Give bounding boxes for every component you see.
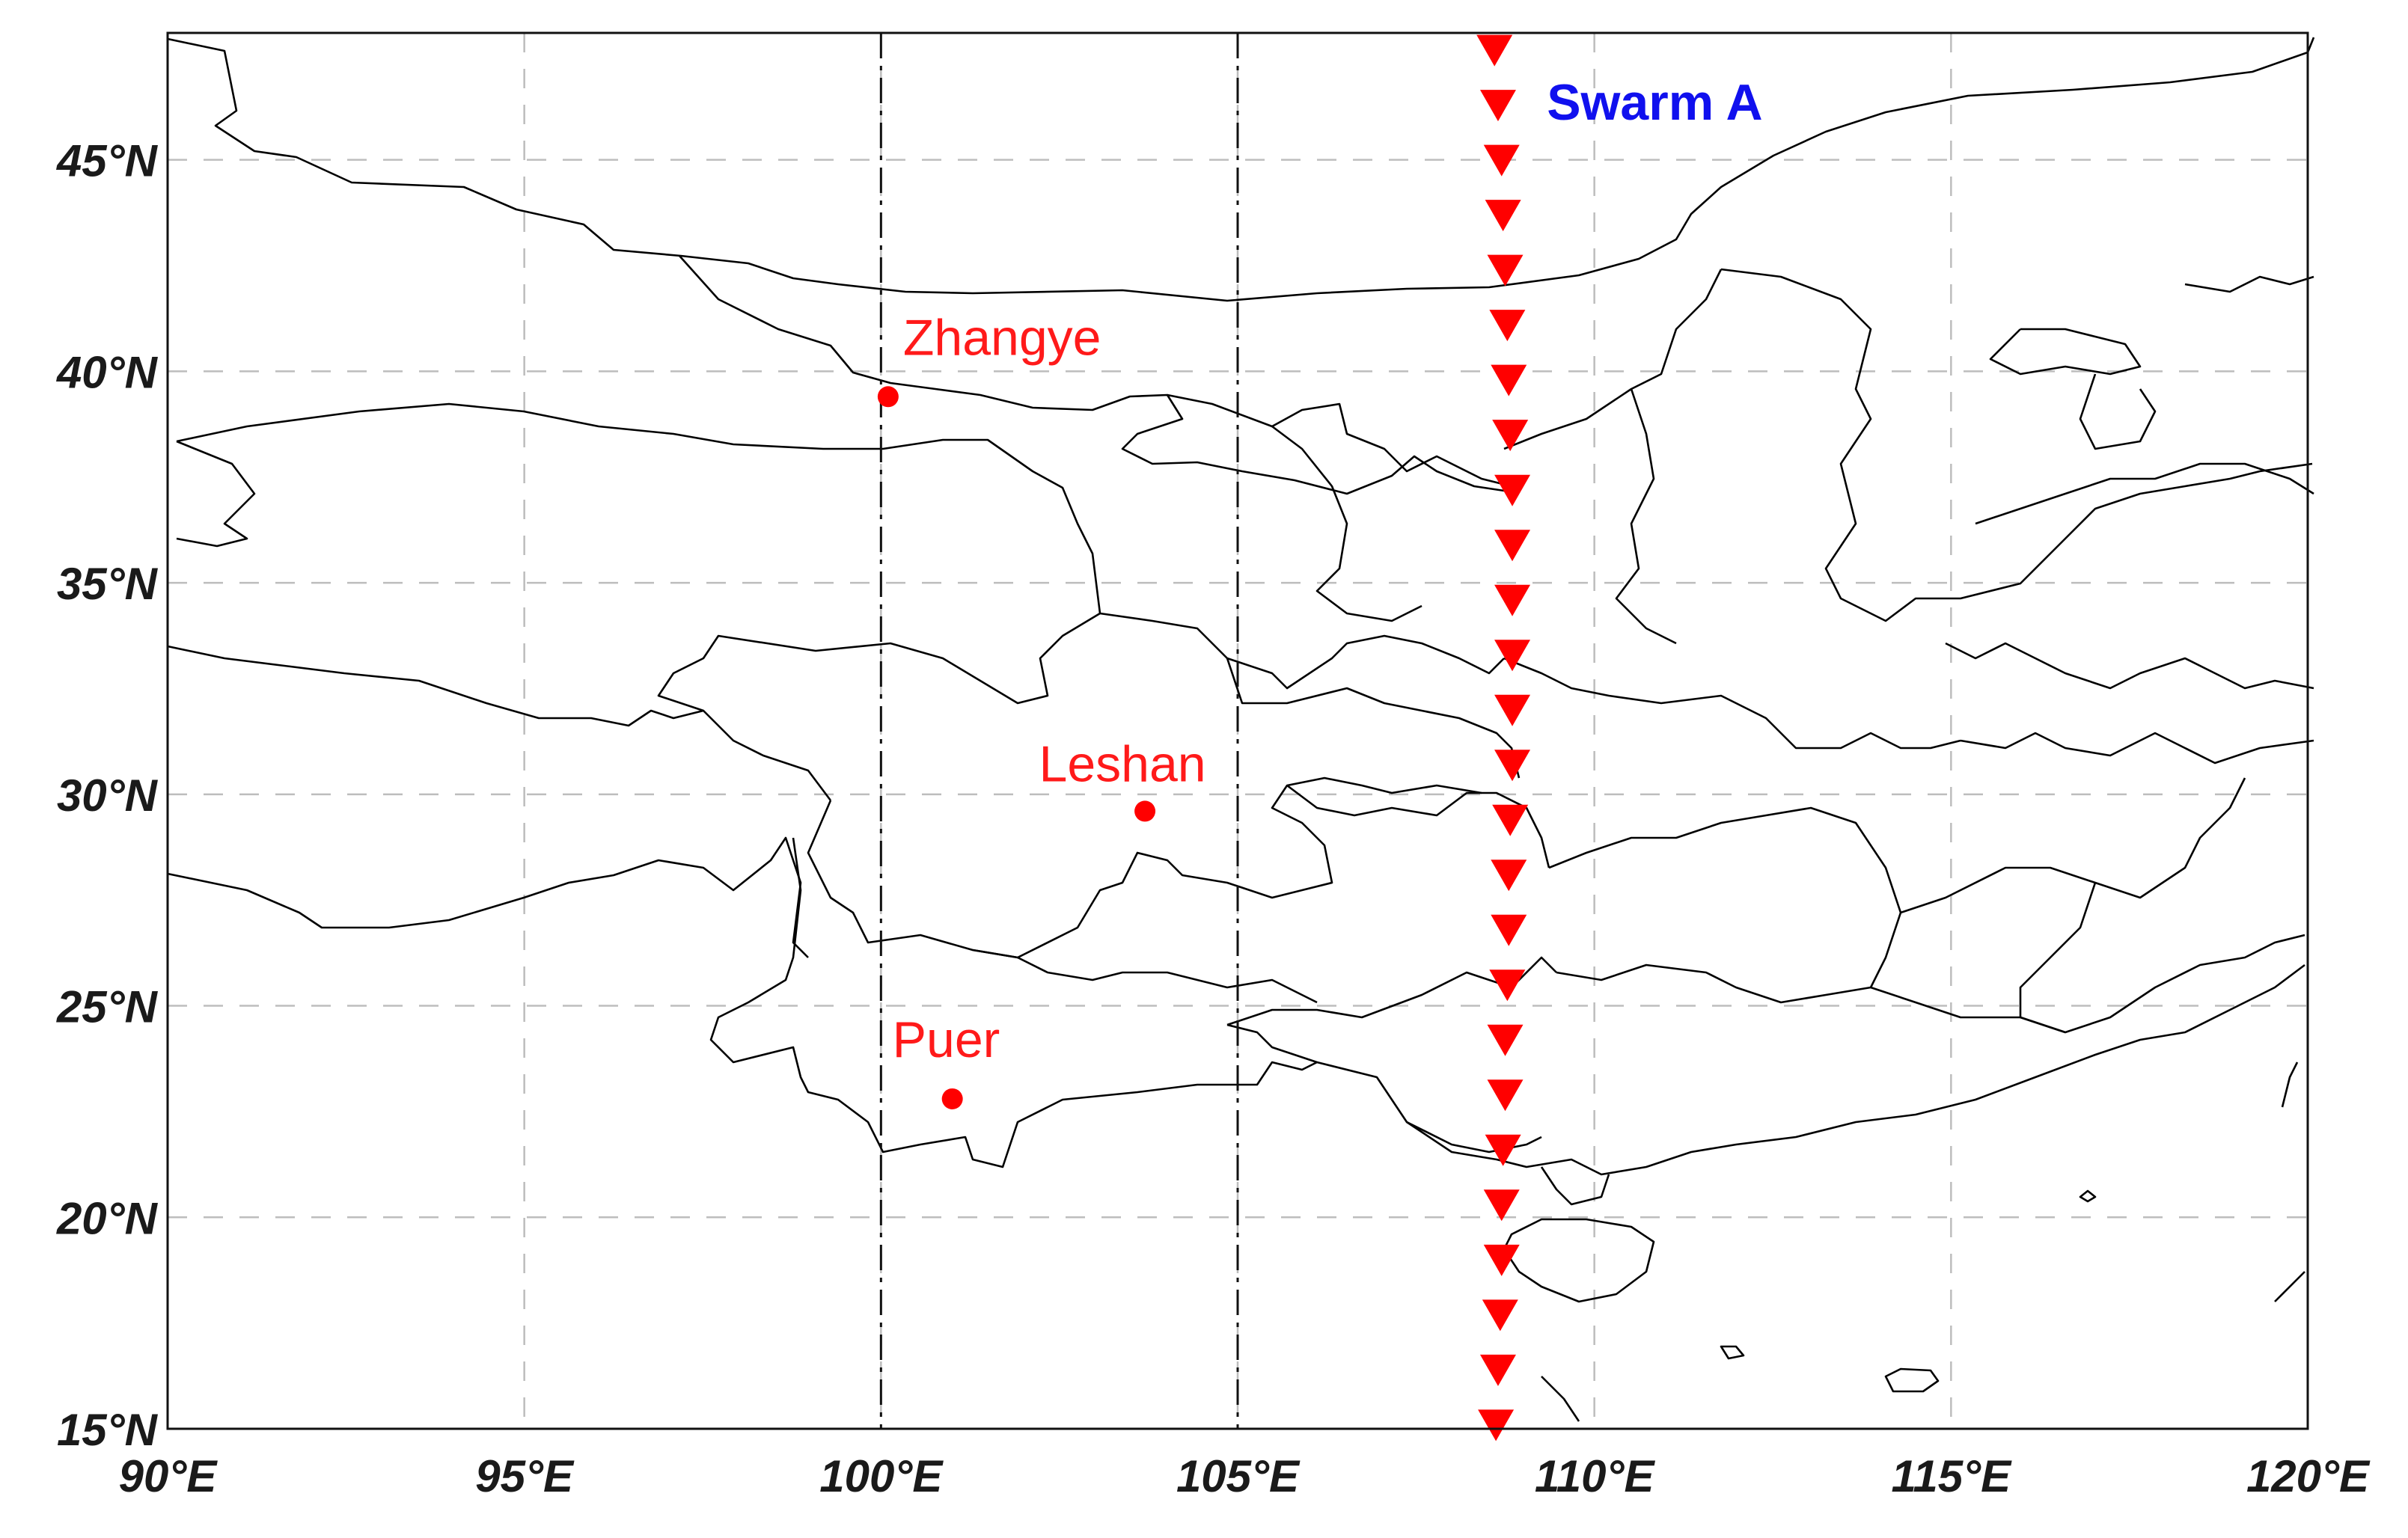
station-label: Puer: [893, 1011, 1000, 1068]
henan-shanxi: [1503, 269, 1723, 450]
beijing: [1989, 328, 2142, 376]
tianjin: [2079, 373, 2157, 450]
track-marker: [1491, 914, 1527, 946]
station-label: Leshan: [1039, 735, 1206, 792]
track-marker: [1479, 1354, 1516, 1386]
islet-2: [2079, 1189, 2097, 1203]
xinjiang-gansu-border: [679, 255, 1505, 495]
leizhou-peninsula: [1540, 1166, 1610, 1206]
stations: Zhangye Leshan Puer: [877, 309, 1206, 1109]
chongqing: [1286, 784, 1550, 868]
track-marker: [1487, 1079, 1524, 1112]
y-tick-label: 20°N: [56, 1193, 159, 1243]
x-tick-label: 120°E: [2246, 1451, 2371, 1501]
hainan-island: [1503, 1218, 1655, 1303]
track-marker: [1482, 1299, 1518, 1332]
track-marker: [1483, 144, 1520, 177]
track-marker: [1487, 254, 1524, 287]
track-marker: [1478, 1409, 1515, 1442]
y-tick-label: 15°N: [57, 1405, 159, 1455]
coast-stub: [2274, 1271, 2305, 1302]
liaoning: [2184, 275, 2314, 293]
track-marker: [1483, 1244, 1520, 1276]
gansu-sichuan: [1099, 612, 1505, 690]
track-marker: [1487, 1024, 1524, 1056]
track-marker: [1494, 584, 1531, 616]
track-marker: [1489, 969, 1526, 1002]
x-tick-label: 90°E: [119, 1451, 219, 1501]
shandong: [1975, 462, 2314, 525]
arc-stub: [1541, 1376, 1580, 1422]
shanxi-hebei: [1615, 388, 1677, 645]
islet-1: [1884, 1367, 1940, 1393]
tibet-border: [167, 645, 704, 727]
track-marker: [1491, 364, 1527, 396]
mongolia-border: [167, 37, 2315, 302]
shaanxi-sichuan: [1226, 658, 1521, 779]
station-label: Zhangye: [903, 309, 1101, 366]
track-marker: [1494, 474, 1531, 506]
jiangsu: [1945, 642, 2314, 690]
axis-ticks: 90°E 95°E 100°E 105°E 110°E 115°E 120°E 15°N 20°…: [56, 136, 2371, 1501]
map-frame: [166, 31, 2309, 1430]
highlighted-meridians: [879, 33, 1239, 1429]
y-tick-label: 40°N: [56, 347, 159, 397]
track-marker: [1485, 1134, 1521, 1166]
tibet-north: [176, 440, 256, 548]
taiwan-coast: [2281, 1061, 2299, 1108]
track-marker: [1476, 34, 1513, 67]
guizhou-sichuan-border: [972, 776, 1482, 959]
x-tick-label: 95°E: [475, 1451, 575, 1501]
track-marker: [1489, 310, 1526, 342]
y-tick-label: 30°N: [57, 770, 159, 821]
swarm-a-track: [1476, 34, 1531, 1442]
jiangxi-fujian: [1900, 777, 2246, 914]
yunnan-outline: [709, 837, 1318, 1168]
track-marker: [1479, 90, 1516, 122]
shaanxi-ningxia: [1167, 393, 1512, 488]
islet-3: [1720, 1345, 1745, 1360]
track-marker: [1494, 530, 1531, 562]
y-tick-label: 45°N: [56, 136, 159, 186]
x-tick-label: 105°E: [1176, 1451, 1301, 1501]
x-tick-label: 110°E: [1535, 1451, 1656, 1501]
track-marker: [1494, 640, 1531, 672]
ningxia: [1271, 425, 1423, 622]
track-marker: [1494, 694, 1531, 726]
anhui: [1960, 732, 2314, 765]
hubei-hunan: [1503, 657, 1961, 750]
track-marker: [1492, 804, 1529, 836]
swarm-a-label: Swarm A: [1547, 74, 1762, 131]
tibet-south: [167, 836, 809, 958]
track-marker: [1491, 860, 1527, 892]
y-tick-label: 35°N: [57, 559, 159, 609]
track-marker: [1485, 200, 1521, 232]
station-marker: [877, 386, 899, 408]
guangxi-north: [1226, 956, 1557, 1026]
guangxi-guangdong: [1316, 1061, 1542, 1154]
guangdong-north: [1556, 934, 2305, 1034]
south-coast: [1406, 963, 2305, 1176]
province-boundaries: [167, 37, 2315, 1422]
hunan-jiangxi: [1548, 806, 1902, 988]
track-marker: [1483, 1189, 1520, 1222]
x-tick-label: 115°E: [1891, 1451, 2012, 1501]
y-tick-label: 25°N: [56, 982, 159, 1032]
x-tick-label: 100°E: [819, 1451, 944, 1501]
track-marker: [1492, 420, 1529, 452]
track-marker: [1494, 750, 1531, 782]
station-marker: [941, 1088, 963, 1109]
hebei-east: [1720, 268, 2313, 622]
station-marker: [1134, 800, 1156, 822]
